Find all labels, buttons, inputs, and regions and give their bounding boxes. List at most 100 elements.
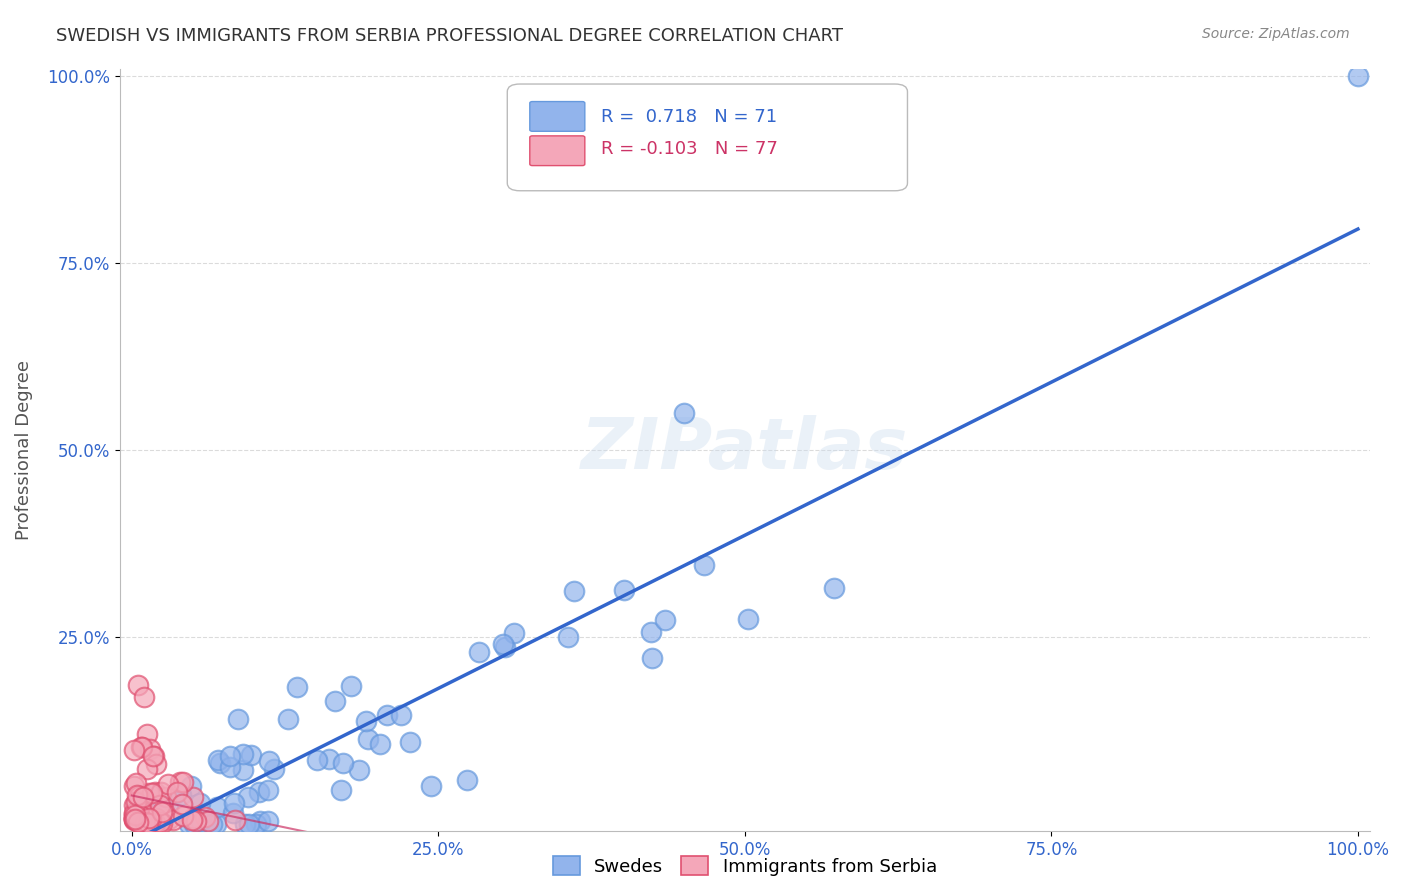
Swedes [375, 707, 398, 722]
Immigrants from Serbia [134, 814, 156, 829]
Immigrants from Serbia [131, 740, 153, 755]
Immigrants from Serbia [146, 812, 169, 826]
Immigrants from Serbia [146, 815, 169, 830]
Swedes [127, 791, 149, 805]
Swedes [205, 800, 228, 814]
Swedes [494, 640, 516, 654]
Swedes [238, 816, 260, 830]
Swedes [138, 791, 160, 805]
Immigrants from Serbia [139, 742, 162, 756]
Swedes [340, 679, 363, 693]
Immigrants from Serbia [128, 807, 150, 822]
Immigrants from Serbia [127, 815, 149, 830]
Swedes [219, 749, 242, 764]
Immigrants from Serbia [128, 792, 150, 806]
Immigrants from Serbia [142, 749, 165, 764]
Swedes [347, 763, 370, 777]
Swedes [204, 816, 226, 830]
Swedes [332, 756, 354, 770]
Immigrants from Serbia [125, 788, 148, 802]
Immigrants from Serbia [124, 807, 146, 822]
Immigrants from Serbia [152, 805, 174, 820]
Swedes [218, 760, 240, 774]
Immigrants from Serbia [124, 809, 146, 823]
Immigrants from Serbia [124, 812, 146, 826]
Immigrants from Serbia [136, 812, 159, 826]
Y-axis label: Professional Degree: Professional Degree [15, 360, 32, 540]
Swedes [226, 712, 249, 726]
Immigrants from Serbia [127, 793, 149, 807]
Swedes [613, 582, 636, 597]
Immigrants from Serbia [124, 812, 146, 826]
Immigrants from Serbia [128, 789, 150, 803]
Swedes [240, 748, 263, 763]
Swedes [236, 789, 259, 804]
Swedes [503, 626, 526, 640]
Swedes [654, 613, 676, 627]
Swedes [257, 783, 280, 797]
Immigrants from Serbia [132, 792, 155, 806]
Swedes [277, 712, 299, 726]
Swedes [1347, 69, 1369, 83]
Swedes [420, 779, 443, 793]
Immigrants from Serbia [132, 790, 155, 805]
Immigrants from Serbia [150, 784, 173, 798]
Immigrants from Serbia [166, 785, 188, 799]
Swedes [557, 630, 579, 644]
FancyBboxPatch shape [530, 102, 585, 131]
Swedes [180, 779, 202, 793]
Text: SWEDISH VS IMMIGRANTS FROM SERBIA PROFESSIONAL DEGREE CORRELATION CHART: SWEDISH VS IMMIGRANTS FROM SERBIA PROFES… [56, 27, 844, 45]
Swedes [641, 651, 664, 665]
Swedes [134, 788, 156, 802]
Immigrants from Serbia [128, 809, 150, 823]
Swedes [190, 814, 212, 829]
Swedes [170, 788, 193, 802]
Swedes [188, 797, 211, 811]
Immigrants from Serbia [141, 786, 163, 800]
Swedes [257, 814, 280, 828]
Immigrants from Serbia [125, 813, 148, 827]
Swedes [399, 735, 422, 749]
Immigrants from Serbia [132, 814, 155, 829]
Immigrants from Serbia [181, 789, 204, 804]
Immigrants from Serbia [138, 811, 160, 825]
Immigrants from Serbia [124, 742, 146, 756]
Immigrants from Serbia [135, 727, 157, 741]
Swedes [232, 747, 254, 761]
Swedes [456, 773, 478, 788]
Immigrants from Serbia [149, 814, 172, 828]
Swedes [157, 801, 180, 815]
Immigrants from Serbia [124, 811, 146, 825]
Immigrants from Serbia [152, 804, 174, 818]
Immigrants from Serbia [128, 796, 150, 810]
Immigrants from Serbia [145, 756, 167, 771]
Immigrants from Serbia [128, 799, 150, 814]
Swedes [222, 805, 245, 820]
Swedes [135, 816, 157, 830]
Swedes [127, 796, 149, 810]
Immigrants from Serbia [149, 798, 172, 813]
Text: R =  0.718   N = 71: R = 0.718 N = 71 [602, 108, 778, 126]
Immigrants from Serbia [125, 795, 148, 809]
Legend: Swedes, Immigrants from Serbia: Swedes, Immigrants from Serbia [546, 849, 945, 883]
Immigrants from Serbia [124, 808, 146, 822]
Swedes [562, 584, 585, 599]
Swedes [370, 738, 392, 752]
Swedes [249, 814, 271, 829]
Immigrants from Serbia [172, 774, 194, 789]
Immigrants from Serbia [145, 811, 167, 825]
Immigrants from Serbia [155, 790, 177, 805]
Swedes [247, 785, 270, 799]
Immigrants from Serbia [152, 815, 174, 830]
Immigrants from Serbia [131, 810, 153, 824]
Swedes [179, 816, 201, 830]
Swedes [146, 789, 169, 804]
Swedes [245, 816, 267, 830]
Immigrants from Serbia [129, 739, 152, 754]
Swedes [257, 754, 280, 768]
Swedes [737, 612, 759, 626]
Immigrants from Serbia [124, 779, 146, 793]
Immigrants from Serbia [224, 813, 246, 827]
Immigrants from Serbia [194, 809, 217, 823]
Swedes [492, 637, 515, 651]
